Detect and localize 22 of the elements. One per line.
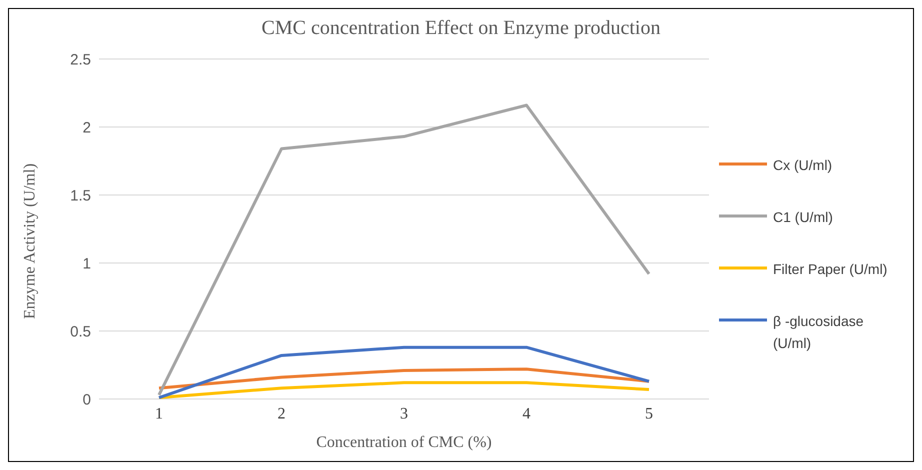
legend-label: Cx (U/ml) — [773, 156, 834, 175]
y-tick-label: 2 — [82, 119, 91, 136]
y-tick-label: 1 — [82, 255, 91, 272]
y-axis-title: Enzyme Activity (U/ml) — [22, 163, 39, 319]
y-tick-label: 1.5 — [70, 187, 91, 204]
y-tick-label: 2.5 — [70, 51, 91, 68]
x-tick-label: 1 — [155, 405, 163, 422]
x-tick-label: 2 — [278, 405, 286, 422]
x-tick-label: 4 — [522, 405, 530, 422]
x-tick-label: 3 — [400, 405, 408, 422]
line-series — [158, 346, 650, 399]
line-series — [158, 104, 650, 396]
y-tick-label: 0 — [82, 391, 91, 408]
chart-title: CMC concentration Effect on Enzyme production — [260, 17, 662, 40]
y-tick-label: 0.5 — [70, 323, 91, 340]
legend-label: β -glucosidase (U/ml) — [773, 312, 865, 353]
x-tick-label: 5 — [645, 405, 653, 422]
x-axis-title: Concentration of CMC (%) — [316, 434, 492, 451]
legend-label: C1 (U/ml) — [773, 208, 834, 227]
line-series — [158, 368, 650, 390]
line-series — [158, 381, 650, 399]
legend-label: Filter Paper (U/ml) — [773, 260, 888, 279]
